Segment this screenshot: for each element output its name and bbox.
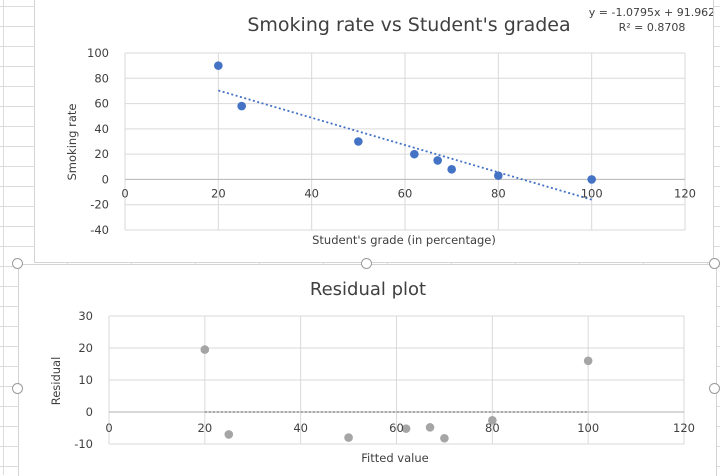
y-tick-label: 80 xyxy=(94,71,109,85)
y-tick-label: 20 xyxy=(94,147,109,161)
x-axis-title: Fitted value xyxy=(361,451,428,465)
x-tick-label: 0 xyxy=(121,186,128,200)
x-axis-title: Student's grade (in percentage) xyxy=(312,233,496,247)
trendline-layer xyxy=(218,89,592,201)
data-point xyxy=(214,61,223,70)
linear-trendline xyxy=(218,89,592,201)
y-tick-labels: -10 0 10 20 30 xyxy=(74,309,93,451)
residual-points xyxy=(200,345,593,443)
x-tick-label: 20 xyxy=(211,186,226,200)
y-tick-label: 0 xyxy=(86,405,93,419)
y-tick-label: 0 xyxy=(102,172,109,186)
data-point xyxy=(237,101,246,111)
y-tick-label: 30 xyxy=(78,309,93,323)
scatter-chart-svg: 0 20 40 60 80 100 120 -40 -20 0 20 40 60 80 100 Smoki… xyxy=(65,6,713,247)
resize-handle-middle-right[interactable] xyxy=(709,383,720,394)
residual-point xyxy=(401,424,411,433)
residual-point xyxy=(440,433,449,443)
x-tick-labels: 0 20 40 60 80 100 120 xyxy=(121,186,696,200)
chart-title: Residual plot xyxy=(310,279,426,300)
y-axis-title: Smoking rate xyxy=(65,104,79,181)
y-tick-label: 40 xyxy=(94,122,109,136)
x-tick-label: 40 xyxy=(304,186,319,200)
x-tick-labels: 0 20 40 60 80 100 120 xyxy=(105,421,695,435)
residual-point xyxy=(425,423,435,432)
data-point xyxy=(587,175,596,184)
residual-point xyxy=(488,416,497,425)
residual-chart[interactable]: 0 20 40 60 80 100 120 -10 0 10 20 30 Residual plot… xyxy=(18,264,717,476)
x-tick-label: 100 xyxy=(577,421,599,435)
y-tick-label: 20 xyxy=(78,341,93,355)
residual-point xyxy=(583,356,593,366)
y-tick-label: 60 xyxy=(94,97,109,111)
y-tick-label: -20 xyxy=(90,198,109,212)
y-tick-label: 100 xyxy=(87,46,109,60)
x-tick-label: 100 xyxy=(581,186,603,200)
y-axis-title: Residual xyxy=(49,357,63,406)
chart-title: Smoking rate vs Student's gradea xyxy=(247,14,570,36)
x-tick-label: 60 xyxy=(389,421,404,435)
resize-handle-top-left[interactable] xyxy=(12,258,23,269)
residual-chart-svg: 0 20 40 60 80 100 120 -10 0 10 20 30 Residual plot… xyxy=(49,279,695,465)
data-point xyxy=(494,171,503,180)
y-tick-label: 10 xyxy=(78,373,93,387)
gridlines xyxy=(124,52,686,231)
data-point xyxy=(410,149,419,159)
x-tick-label: 80 xyxy=(485,421,500,435)
trendline-equation: y = -1.0795x + 91.962 xyxy=(589,6,713,19)
x-tick-label: 60 xyxy=(398,186,413,200)
scatter-chart[interactable]: 0 20 40 60 80 100 120 -40 -20 0 20 40 60 80 100 Smoki… xyxy=(34,0,714,263)
residual-point xyxy=(224,430,234,439)
resize-handle-top-middle[interactable] xyxy=(361,258,372,269)
data-point xyxy=(354,137,363,146)
y-tick-labels: -40 -20 0 20 40 60 80 100 xyxy=(87,46,109,237)
residual-point xyxy=(200,345,210,354)
y-tick-label: -10 xyxy=(74,437,93,451)
x-tick-label: 120 xyxy=(673,421,695,435)
x-tick-label: 20 xyxy=(198,421,213,435)
resize-handle-middle-left[interactable] xyxy=(12,383,23,394)
data-point xyxy=(433,156,442,165)
x-tick-label: 40 xyxy=(293,421,308,435)
x-tick-label: 80 xyxy=(491,186,506,200)
residual-point xyxy=(344,433,353,442)
data-point xyxy=(447,165,456,174)
y-tick-label: -40 xyxy=(90,223,109,237)
resize-handle-top-right[interactable] xyxy=(709,258,720,269)
trendline-r2: R² = 0.8708 xyxy=(619,21,686,34)
x-tick-label: 120 xyxy=(674,186,696,200)
x-tick-label: 0 xyxy=(105,421,112,435)
data-points xyxy=(214,61,596,184)
